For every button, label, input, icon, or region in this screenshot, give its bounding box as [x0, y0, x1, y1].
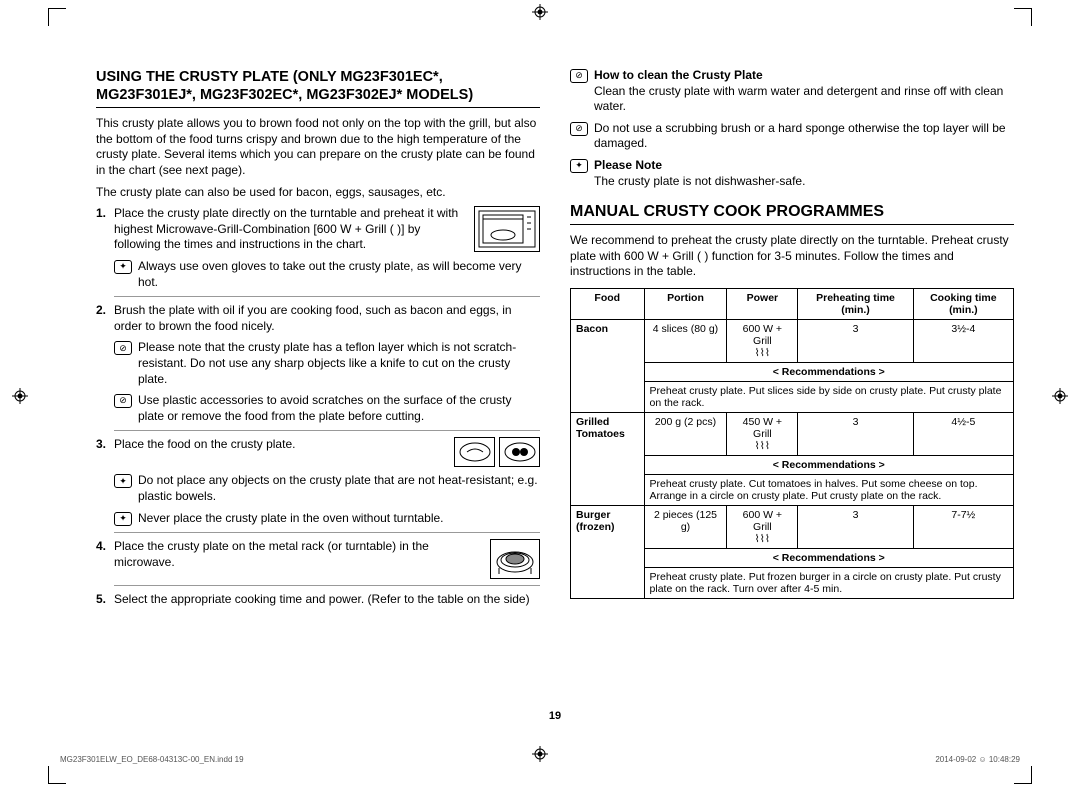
- clean-title: How to clean the Crusty Plate: [594, 68, 763, 82]
- right-column: ⊘ How to clean the Crusty Plate Clean th…: [570, 68, 1014, 722]
- step-3: 3. Place the food on the crusty plate.: [96, 437, 540, 467]
- rack-illustration: [490, 539, 540, 579]
- no-scratch-icon: ⊘: [114, 394, 132, 408]
- intro-paragraph: This crusty plate allows you to brown fo…: [96, 116, 540, 178]
- crop-mark: [1014, 8, 1032, 26]
- registration-mark: [12, 388, 28, 404]
- tip-item: ✦ Always use oven gloves to take out the…: [114, 259, 540, 290]
- note-title: Please Note: [594, 158, 662, 172]
- section-heading: MANUAL CRUSTY COOK PROGRAMMES: [570, 203, 1014, 225]
- caution-icon: ✦: [114, 512, 132, 526]
- crop-mark: [48, 766, 66, 784]
- plate-illustration: [454, 437, 540, 467]
- col-portion: Portion: [644, 288, 727, 319]
- col-food: Food: [571, 288, 645, 319]
- step-5: 5. Select the appropriate cooking time a…: [96, 592, 540, 608]
- cooking-table: Food Portion Power Preheating time (min.…: [570, 288, 1014, 599]
- tip-item: ⊘ Please note that the crusty plate has …: [114, 340, 540, 387]
- crop-mark: [1014, 766, 1032, 784]
- step-1: 1. Place the crusty plate directly on th…: [96, 206, 540, 253]
- crop-mark: [48, 8, 66, 26]
- microwave-illustration: [474, 206, 540, 252]
- divider: [114, 296, 540, 297]
- tip-item: ✦ Do not place any objects on the crusty…: [114, 473, 540, 504]
- divider: [114, 585, 540, 586]
- tip-item: ⊘ Use plastic accessories to avoid scrat…: [114, 393, 540, 424]
- no-scratch-icon: ⊘: [114, 341, 132, 355]
- tip-item: ✦ Never place the crusty plate in the ov…: [114, 511, 540, 527]
- no-scrub-icon: ⊘: [570, 122, 588, 136]
- registration-mark: [1052, 388, 1068, 404]
- col-cook: Cooking time (min.): [913, 288, 1013, 319]
- page-number: 19: [549, 710, 561, 722]
- footer: MG23F301ELW_EO_DE68-04313C-00_EN.indd 19…: [60, 755, 1020, 764]
- clean-icon: ⊘: [570, 69, 588, 83]
- left-column: USING THE CRUSTY PLATE (ONLY MG23F301EC*…: [96, 68, 540, 722]
- footer-date: 2014-09-02 ☺ 10:48:29: [935, 755, 1020, 764]
- table-row: Bacon 4 slices (80 g) 600 W + Grill⌇⌇⌇ 3…: [571, 319, 1014, 362]
- divider: [114, 532, 540, 533]
- table-row: Burger (frozen) 2 pieces (125 g) 600 W +…: [571, 505, 1014, 548]
- col-power: Power: [727, 288, 798, 319]
- col-preheat: Preheating time (min.): [798, 288, 913, 319]
- note-item: ✦ Please Note The crusty plate is not di…: [570, 158, 1014, 189]
- table-header-row: Food Portion Power Preheating time (min.…: [571, 288, 1014, 319]
- step-2: 2. Brush the plate with oil if you are c…: [96, 303, 540, 334]
- warn-item: ⊘ Do not use a scrubbing brush or a hard…: [570, 121, 1014, 152]
- step-4: 4. Place the crusty plate on the metal r…: [96, 539, 540, 579]
- clean-section: ⊘ How to clean the Crusty Plate Clean th…: [570, 68, 1014, 115]
- registration-mark: [532, 4, 548, 20]
- footer-file: MG23F301ELW_EO_DE68-04313C-00_EN.indd 19: [60, 755, 244, 764]
- caution-icon: ✦: [114, 474, 132, 488]
- caution-icon: ✦: [114, 260, 132, 274]
- divider: [114, 430, 540, 431]
- page-content: USING THE CRUSTY PLATE (ONLY MG23F301EC*…: [96, 68, 1014, 722]
- intro-text: We recommend to preheat the crusty plate…: [570, 233, 1014, 280]
- intro-paragraph-2: The crusty plate can also be used for ba…: [96, 185, 540, 201]
- note-icon: ✦: [570, 159, 588, 173]
- table-row: Grilled Tomatoes 200 g (2 pcs) 450 W + G…: [571, 412, 1014, 455]
- section-title: USING THE CRUSTY PLATE (ONLY MG23F301EC*…: [96, 68, 540, 108]
